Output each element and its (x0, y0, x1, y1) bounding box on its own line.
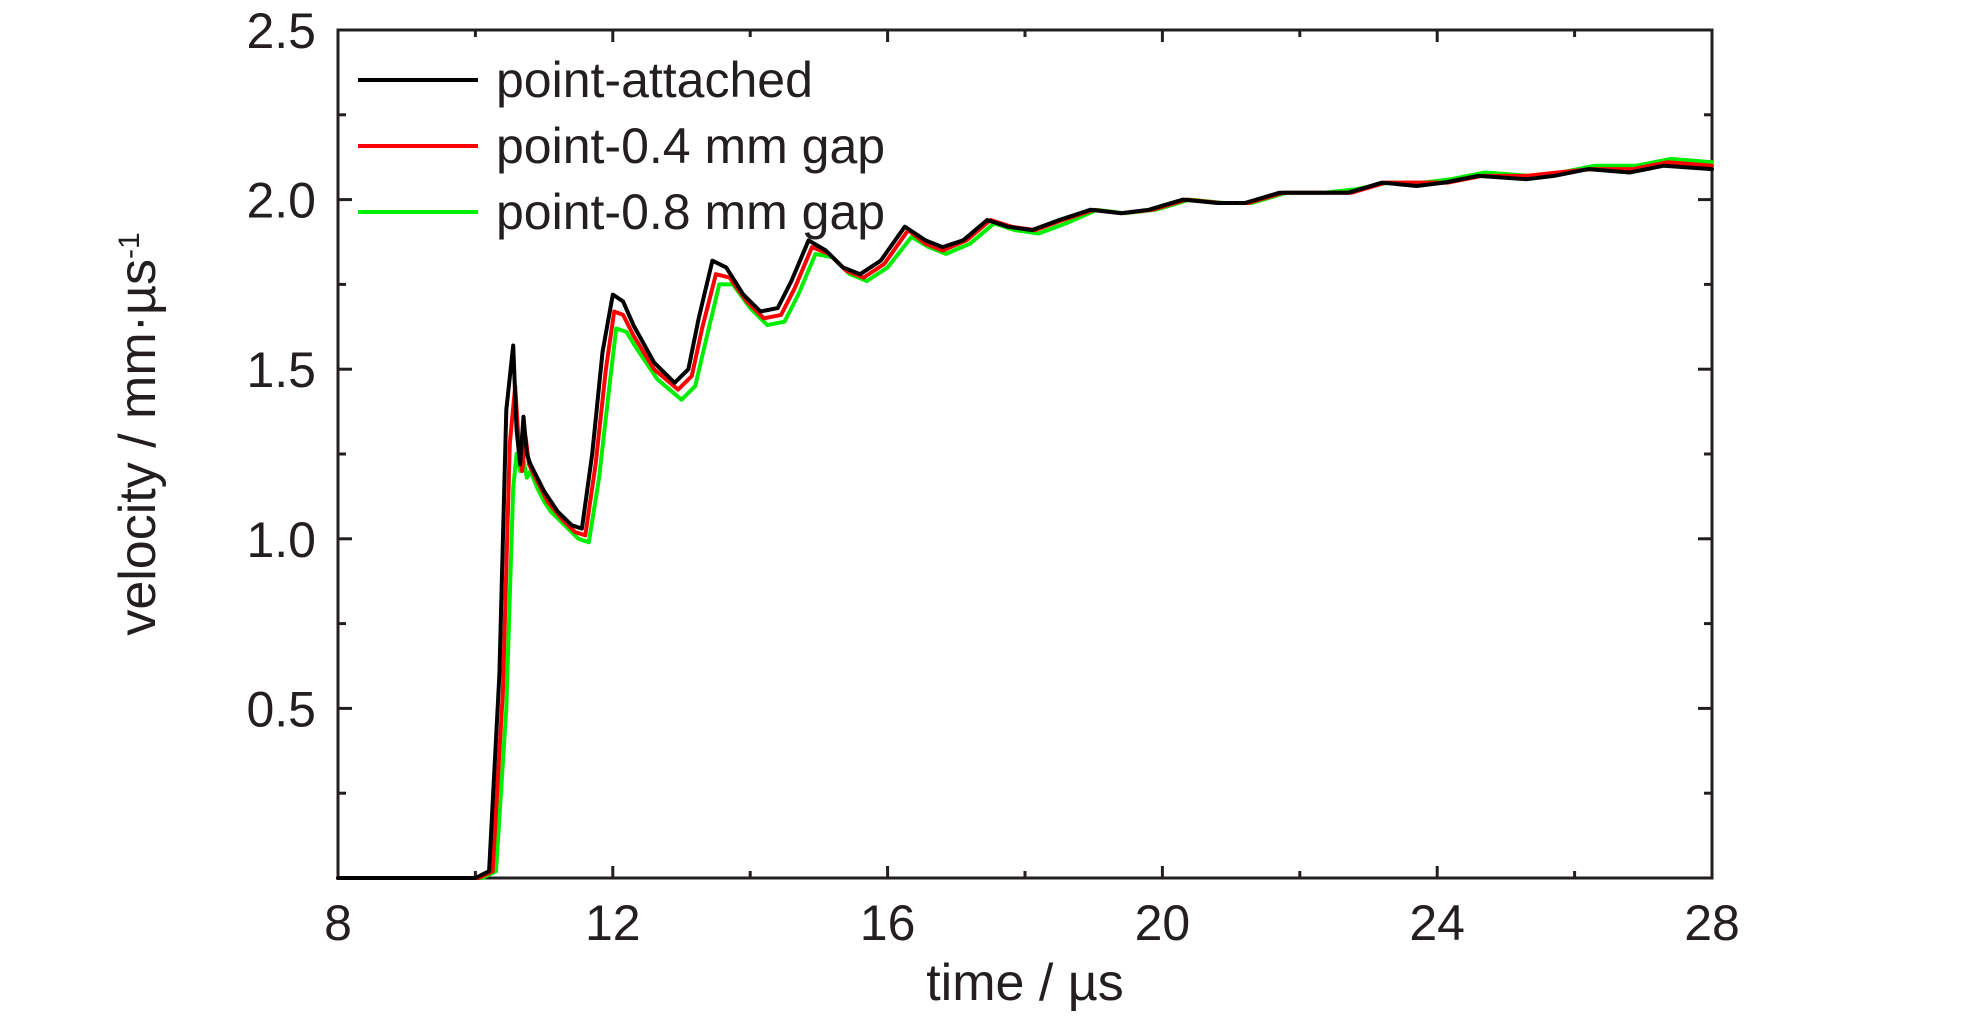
x-tick-label: 20 (1135, 895, 1191, 951)
series-lines (336, 156, 1714, 880)
axis-ticks (336, 28, 1714, 878)
legend-label: point-0.8 mm gap (496, 184, 885, 240)
plot-area (336, 28, 1714, 880)
x-tick-label: 12 (585, 895, 641, 951)
x-axis-title: time / µs (926, 954, 1124, 1012)
y-tick-label: 2.0 (246, 173, 316, 229)
legend-label: point-0.4 mm gap (496, 118, 885, 174)
y-tick-label: 1.0 (246, 512, 316, 568)
y-axis-title-main: velocity / mm·µs (109, 259, 167, 636)
x-tick-label: 28 (1684, 895, 1740, 951)
x-tick-label: 8 (324, 895, 352, 951)
series-line-3 (336, 156, 1714, 880)
x-tick-label: 24 (1409, 895, 1465, 951)
y-tick-label: 1.5 (246, 342, 316, 398)
legend: point-attached point-0.4 mm gap point-0.8 … (358, 52, 885, 240)
y-tick-label: 2.5 (246, 3, 316, 59)
y-tick-labels: 0.5 1.0 1.5 2.0 2.5 (246, 3, 316, 737)
series-line-2 (336, 160, 1714, 880)
x-tick-label: 16 (860, 895, 916, 951)
x-tick-labels: 8 12 16 20 24 28 (324, 895, 1740, 951)
y-tick-label: 0.5 (246, 681, 316, 737)
legend-label: point-attached (496, 52, 813, 108)
y-axis-title-superscript: -1 (113, 232, 146, 259)
y-axis-title: velocity / mm·µs-1 (109, 232, 167, 635)
series-line-1 (336, 163, 1714, 880)
